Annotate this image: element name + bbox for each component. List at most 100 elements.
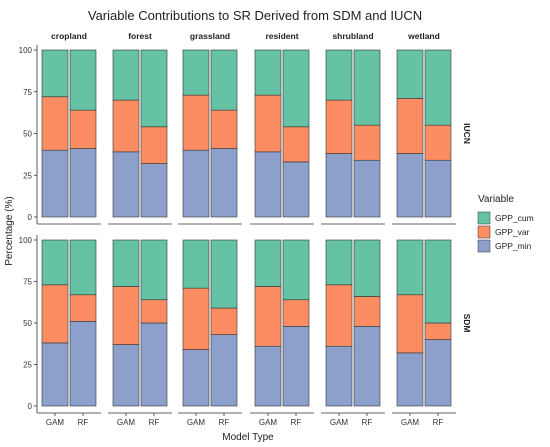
bar-iucn-wetland-gam-gpp_var xyxy=(396,98,424,154)
y-tick-label-iucn-50: 50 xyxy=(23,130,32,139)
bar-sdm-forest-rf-gpp_min xyxy=(140,322,168,407)
bar-sdm-shrubland-rf-gpp_var xyxy=(353,296,381,327)
bar-sdm-wetland-gam-gpp_cum xyxy=(396,239,424,296)
bar-iucn-cropland-gam-gpp_cum xyxy=(41,49,69,98)
bar-iucn-resident-gam-gpp_cum xyxy=(254,49,282,96)
x-tick-label-shrubland-gam: GAM xyxy=(330,418,349,427)
bar-sdm-wetland-gam-gpp_var xyxy=(396,294,424,354)
y-tick-label-sdm-100: 100 xyxy=(19,236,33,245)
x-tick-label-forest-gam: GAM xyxy=(117,418,136,427)
bar-sdm-shrubland-rf-gpp_cum xyxy=(353,239,381,297)
bar-sdm-forest-gam-gpp_var xyxy=(112,286,140,345)
bar-iucn-shrubland-rf-gpp_cum xyxy=(353,49,381,126)
x-tick-label-grassland-rf: RF xyxy=(219,418,230,427)
bar-iucn-grassland-gam-gpp_cum xyxy=(182,49,210,96)
bar-iucn-forest-gam-gpp_var xyxy=(112,99,140,153)
legend-label-gpp_cum: GPP_cum xyxy=(495,213,534,223)
y-tick-label-iucn-25: 25 xyxy=(23,171,32,180)
legend-label-gpp_min: GPP_min xyxy=(495,241,532,251)
legend-swatch-gpp_min xyxy=(477,239,491,253)
facet-label-forest: forest xyxy=(128,31,152,41)
facet-label-grassland: grassland xyxy=(190,31,230,41)
bar-iucn-resident-rf-gpp_cum xyxy=(282,49,310,128)
bar-sdm-grassland-gam-gpp_var xyxy=(182,287,210,350)
x-tick-label-wetland-rf: RF xyxy=(433,418,444,427)
bar-iucn-forest-rf-gpp_cum xyxy=(140,49,168,128)
bar-iucn-resident-rf-gpp_var xyxy=(282,126,310,163)
x-tick-label-cropland-rf: RF xyxy=(78,418,89,427)
bar-iucn-resident-gam-gpp_var xyxy=(254,94,282,153)
bar-sdm-shrubland-gam-gpp_min xyxy=(325,345,353,407)
bar-iucn-grassland-rf-gpp_cum xyxy=(210,49,238,111)
legend-label-gpp_var: GPP_var xyxy=(495,227,530,237)
x-axis-title: Model Type xyxy=(222,432,274,443)
bar-iucn-wetland-gam-gpp_min xyxy=(396,153,424,218)
bar-sdm-grassland-rf-gpp_cum xyxy=(210,239,238,309)
bar-iucn-forest-rf-gpp_min xyxy=(140,163,168,218)
facet-label-cropland: cropland xyxy=(51,31,87,41)
bar-sdm-wetland-rf-gpp_var xyxy=(424,322,452,340)
y-axis-title: Percentage (%) xyxy=(4,196,15,265)
bar-sdm-wetland-rf-gpp_min xyxy=(424,339,452,407)
legend-swatch-gpp_var xyxy=(477,225,491,239)
bar-iucn-shrubland-gam-gpp_cum xyxy=(325,49,353,101)
bar-sdm-resident-rf-gpp_var xyxy=(282,299,310,327)
bar-sdm-resident-gam-gpp_min xyxy=(254,345,282,407)
y-tick-label-iucn-0: 0 xyxy=(28,213,33,222)
bar-iucn-resident-gam-gpp_min xyxy=(254,151,282,218)
bar-sdm-cropland-rf-gpp_var xyxy=(69,294,97,322)
bar-sdm-resident-rf-gpp_min xyxy=(282,326,310,407)
bar-sdm-forest-rf-gpp_cum xyxy=(140,239,168,301)
bar-iucn-shrubland-gam-gpp_min xyxy=(325,153,353,218)
bar-sdm-forest-rf-gpp_var xyxy=(140,299,168,324)
bar-iucn-wetland-rf-gpp_min xyxy=(424,159,452,218)
bar-iucn-forest-rf-gpp_var xyxy=(140,126,168,164)
bar-iucn-grassland-rf-gpp_var xyxy=(210,109,238,149)
bar-sdm-shrubland-gam-gpp_var xyxy=(325,284,353,347)
bar-sdm-resident-gam-gpp_cum xyxy=(254,239,282,287)
bar-sdm-shrubland-rf-gpp_min xyxy=(353,326,381,407)
bar-iucn-cropland-rf-gpp_cum xyxy=(69,49,97,111)
bar-sdm-grassland-rf-gpp_var xyxy=(210,307,238,335)
bar-sdm-cropland-gam-gpp_cum xyxy=(41,239,69,286)
bar-iucn-shrubland-rf-gpp_var xyxy=(353,124,381,161)
bar-sdm-grassland-rf-gpp_min xyxy=(210,334,238,407)
bar-iucn-cropland-gam-gpp_min xyxy=(41,149,69,218)
chart-title: Variable Contributions to SR Derived fro… xyxy=(88,8,422,23)
bar-sdm-resident-gam-gpp_var xyxy=(254,286,282,347)
bar-iucn-forest-gam-gpp_cum xyxy=(112,49,140,101)
y-tick-label-sdm-25: 25 xyxy=(23,361,32,370)
bar-iucn-shrubland-rf-gpp_min xyxy=(353,159,381,218)
bar-sdm-forest-gam-gpp_cum xyxy=(112,239,140,287)
legend-swatch-gpp_cum xyxy=(477,211,491,225)
bar-iucn-wetland-rf-gpp_var xyxy=(424,124,452,161)
bar-iucn-forest-gam-gpp_min xyxy=(112,151,140,218)
x-tick-label-wetland-gam: GAM xyxy=(401,418,420,427)
x-tick-label-cropland-gam: GAM xyxy=(46,418,65,427)
bar-sdm-grassland-gam-gpp_cum xyxy=(182,239,210,289)
bar-iucn-wetland-rf-gpp_cum xyxy=(424,49,452,126)
y-tick-label-sdm-75: 75 xyxy=(23,278,32,287)
bar-iucn-wetland-gam-gpp_cum xyxy=(396,49,424,99)
bar-sdm-grassland-gam-gpp_min xyxy=(182,349,210,407)
x-tick-label-shrubland-rf: RF xyxy=(362,418,373,427)
bar-sdm-resident-rf-gpp_cum xyxy=(282,239,310,301)
x-tick-label-resident-gam: GAM xyxy=(259,418,278,427)
facet-label-resident: resident xyxy=(265,31,298,41)
x-tick-label-grassland-gam: GAM xyxy=(187,418,206,427)
facet-label-wetland: wetland xyxy=(407,31,440,41)
bar-iucn-shrubland-gam-gpp_var xyxy=(325,99,353,154)
bar-iucn-cropland-rf-gpp_min xyxy=(69,148,97,218)
legend-title: Variable xyxy=(478,194,514,205)
bar-sdm-cropland-gam-gpp_min xyxy=(41,342,69,407)
bar-sdm-wetland-rf-gpp_cum xyxy=(424,239,452,324)
facet-label-iucn: IUCN xyxy=(462,123,472,144)
bar-iucn-cropland-rf-gpp_var xyxy=(69,109,97,149)
bar-sdm-forest-gam-gpp_min xyxy=(112,344,140,407)
bar-iucn-cropland-gam-gpp_var xyxy=(41,96,69,151)
facet-label-sdm: SDM xyxy=(462,314,472,333)
bar-sdm-wetland-gam-gpp_min xyxy=(396,352,424,407)
x-tick-label-forest-rf: RF xyxy=(149,418,160,427)
legend: Variable GPP_cum GPP_var GPP_min xyxy=(477,194,534,253)
